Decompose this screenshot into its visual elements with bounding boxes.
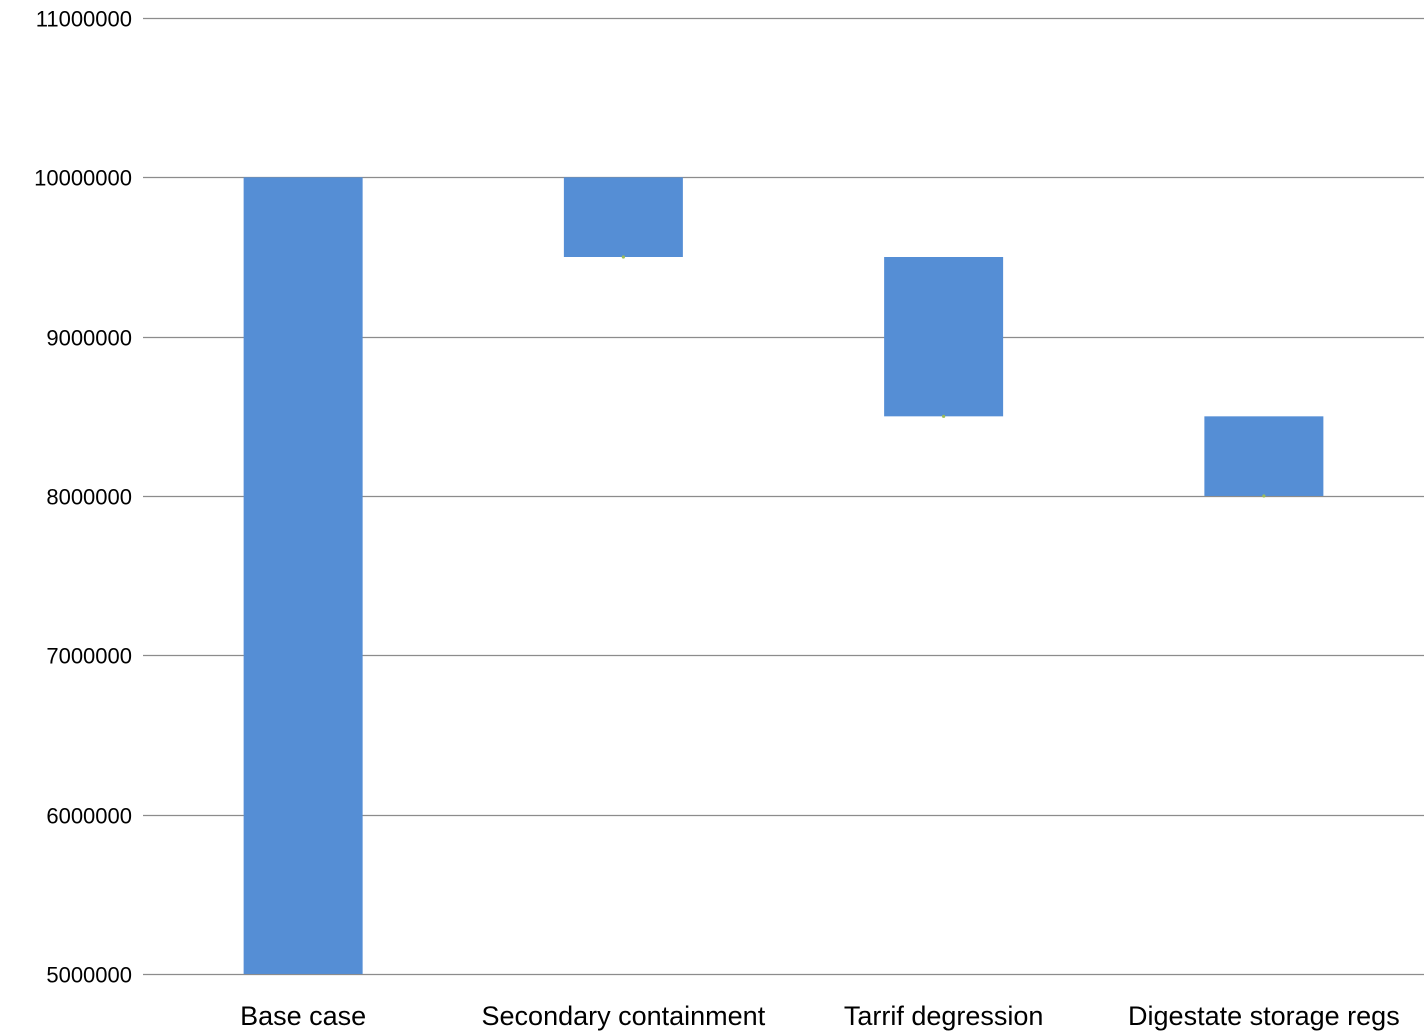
bar-end-marker xyxy=(621,255,625,259)
bar xyxy=(243,177,363,975)
y-tick-label: 9000000 xyxy=(46,326,132,351)
y-tick-label: 6000000 xyxy=(46,804,132,829)
bar xyxy=(1204,416,1324,496)
y-tick-label: 8000000 xyxy=(46,485,132,510)
bar-end-marker xyxy=(1262,494,1266,498)
y-tick-label: 11000000 xyxy=(36,7,132,32)
x-category-label: Digestate storage regs xyxy=(1128,1001,1400,1031)
y-tick-label: 5000000 xyxy=(46,963,132,988)
x-category-label: Base case xyxy=(240,1001,366,1031)
y-tick-label: 7000000 xyxy=(46,644,132,669)
bars xyxy=(243,177,1324,975)
bar xyxy=(563,177,683,257)
y-tick-label: 10000000 xyxy=(34,166,132,191)
x-axis-category-labels: Base case Secondary containment Tarrif deg… xyxy=(240,1001,1400,1031)
x-category-label: Tarrif degression xyxy=(844,1001,1044,1031)
y-axis-tick-labels: 5000000 6000000 7000000 8000000 9000000 10000… xyxy=(34,7,132,988)
x-category-label: Secondary containment xyxy=(482,1001,766,1031)
bar xyxy=(884,257,1004,417)
bar-end-marker xyxy=(942,414,946,418)
